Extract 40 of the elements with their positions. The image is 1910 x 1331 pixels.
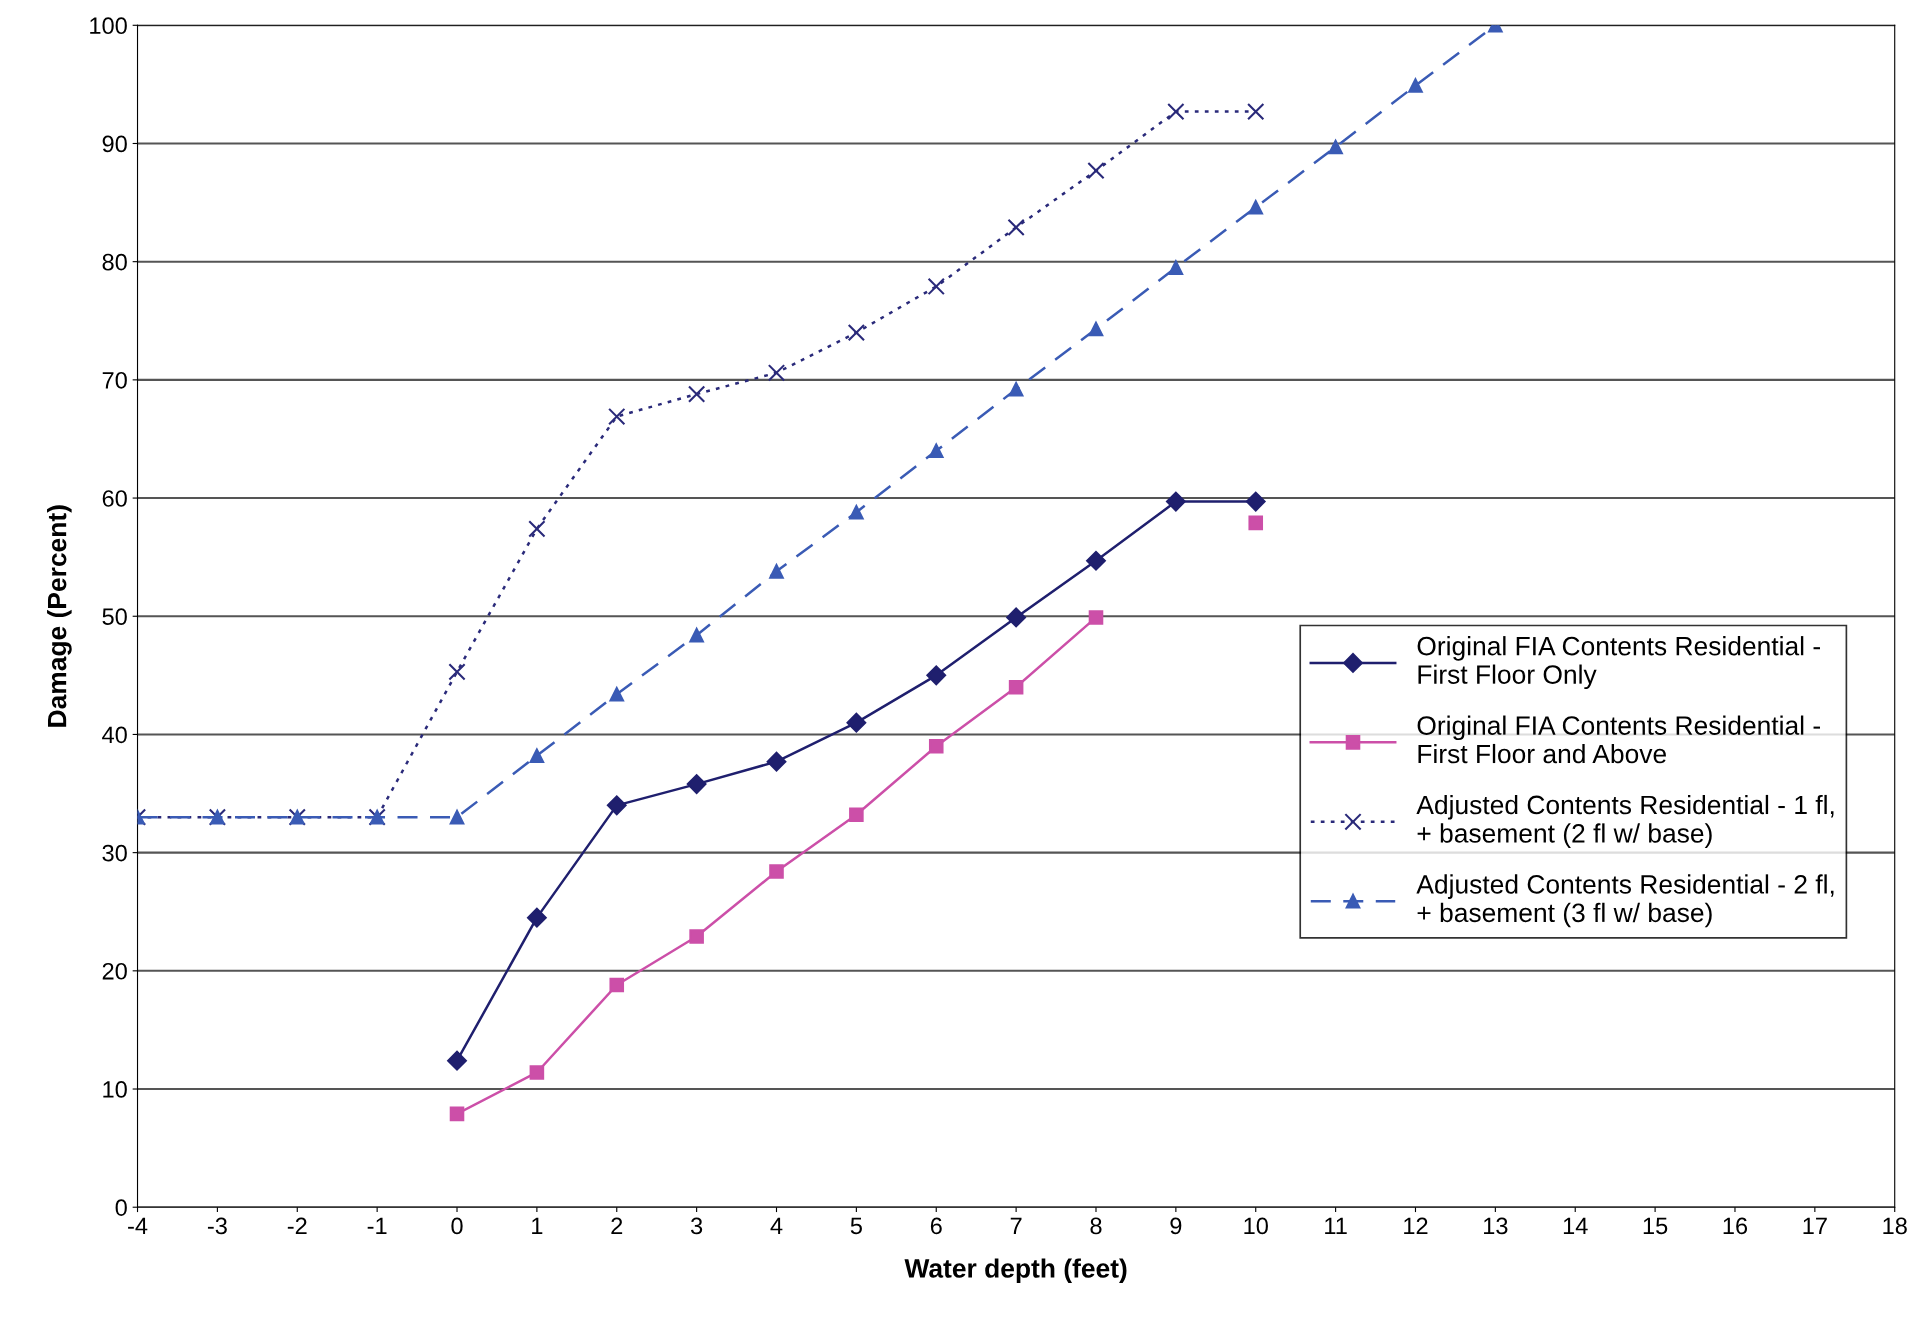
- y-tick-label: 50: [102, 608, 127, 626]
- x-tick-label: 8: [1090, 1217, 1102, 1235]
- x-tick-label: 2: [611, 1217, 623, 1235]
- x-tick-label: 13: [1484, 1217, 1508, 1235]
- x-tick-label: -1: [367, 1217, 387, 1235]
- y-tick-label: 100: [90, 17, 127, 35]
- x-tick-label: 18: [1883, 1217, 1907, 1235]
- x-tick-label: 10: [1244, 1217, 1268, 1235]
- x-tick-label: 3: [690, 1217, 703, 1235]
- y-tick-label: 30: [102, 844, 127, 862]
- y-axis-title: Damage (Percent): [47, 505, 72, 727]
- x-tick-label: 11: [1325, 1217, 1347, 1235]
- x-tick-label: 15: [1643, 1217, 1668, 1235]
- x-tick-label: 16: [1723, 1217, 1748, 1235]
- x-tick-label: 1: [532, 1217, 543, 1235]
- legend-label: Original FIA Contents Residential - First Floor and Above: [1417, 715, 1820, 764]
- legend-label: Original FIA Contents Residential - First Floor Only: [1417, 636, 1820, 690]
- x-tick-label: 14: [1563, 1217, 1588, 1235]
- x-tick-label: 12: [1404, 1217, 1428, 1235]
- y-tick-label: 70: [102, 371, 127, 389]
- x-tick-label: 4: [770, 1217, 783, 1235]
- y-tick-label: 60: [102, 490, 127, 507]
- x-tick-label: 5: [850, 1217, 862, 1235]
- x-axis-title: Water depth (feet): [904, 1258, 1127, 1283]
- x-tick-label: -3: [207, 1217, 227, 1235]
- y-tick-label: 0: [115, 1199, 127, 1216]
- x-tick-label: 9: [1170, 1217, 1182, 1235]
- y-tick-label: 80: [102, 253, 127, 271]
- x-tick-label: 0: [451, 1217, 463, 1235]
- y-tick-label: 10: [103, 1081, 127, 1098]
- x-tick-label: 6: [930, 1217, 942, 1235]
- y-tick-label: 20: [102, 962, 127, 980]
- legend-label: Adjusted Contents Residential - 1 fl, + basement (2 fl w/ base): [1416, 794, 1834, 848]
- y-tick-label: 90: [102, 135, 127, 153]
- x-tick-label: 17: [1803, 1217, 1827, 1235]
- x-tick-label: -4: [128, 1217, 148, 1235]
- y-tick-label: 40: [102, 726, 127, 744]
- legend-label: Adjusted Contents Residential - 2 fl, + basement (3 fl w/ base): [1416, 874, 1834, 928]
- x-tick-label: -2: [287, 1217, 307, 1235]
- x-tick-label: 7: [1010, 1217, 1022, 1235]
